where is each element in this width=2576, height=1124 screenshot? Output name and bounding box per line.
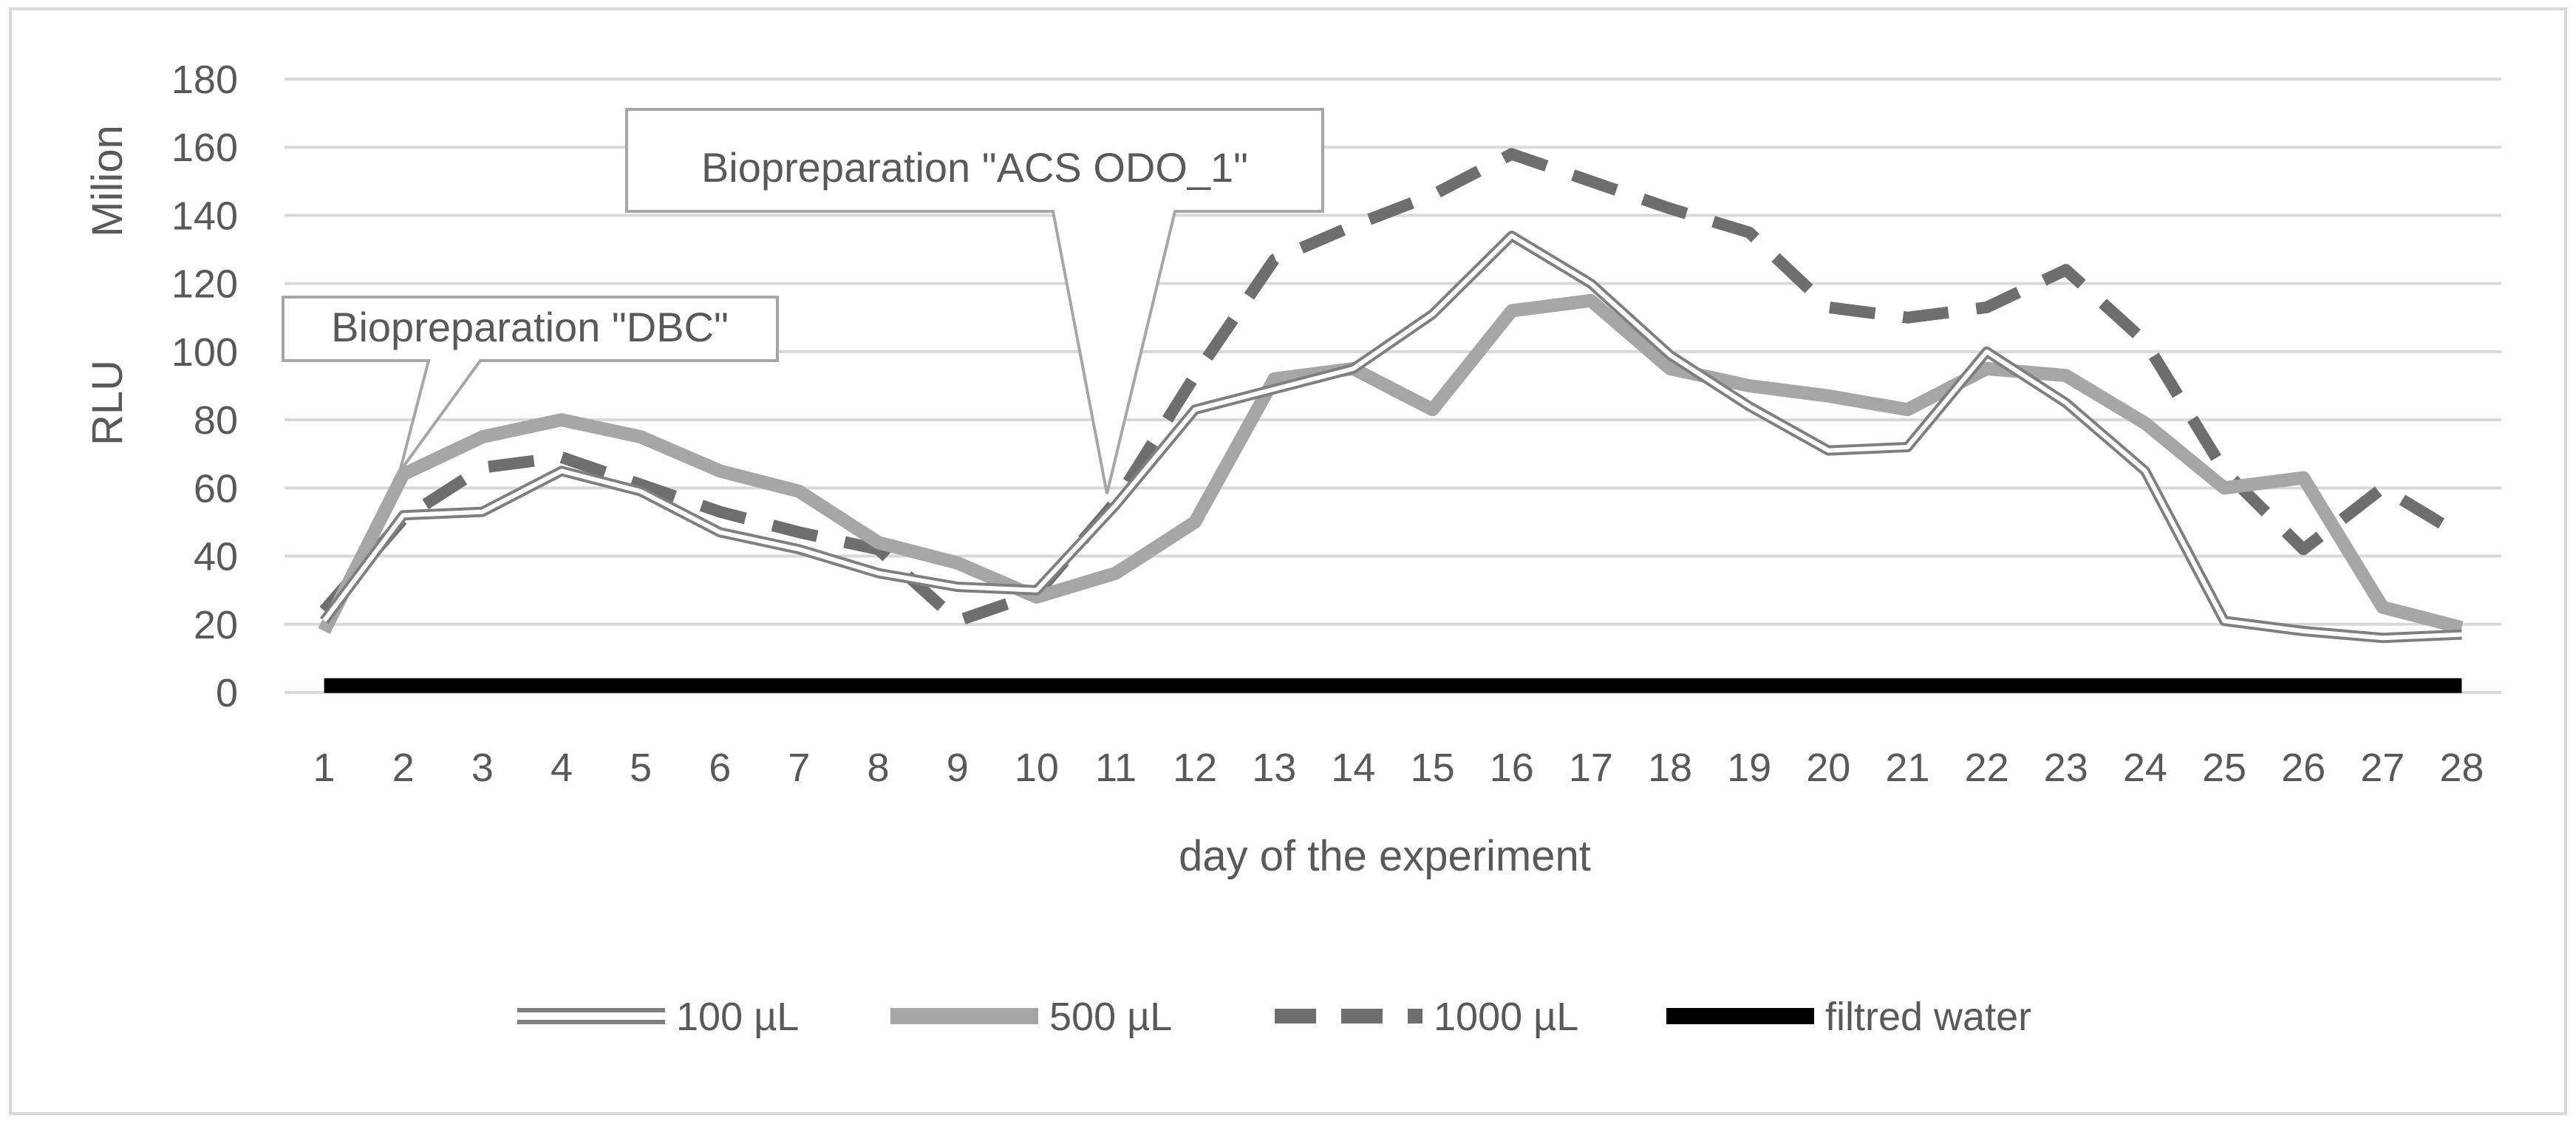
y-axis-unit-label: Milion bbox=[84, 125, 132, 237]
series-500-l-line bbox=[318, 293, 2464, 635]
x-tick-label: 6 bbox=[709, 746, 731, 790]
x-tick-label: 10 bbox=[1015, 746, 1059, 790]
callout-dbc-box bbox=[282, 296, 779, 473]
x-tick-label: 3 bbox=[471, 746, 494, 790]
y-tick-label: 60 bbox=[194, 466, 238, 511]
x-tick-label: 16 bbox=[1490, 746, 1534, 790]
callout-acs-odo-box bbox=[625, 108, 1324, 494]
x-tick-label: 15 bbox=[1411, 746, 1455, 790]
x-tick-label: 23 bbox=[2044, 746, 2088, 790]
callout-dbc: Biopreparation "DBC" bbox=[282, 296, 779, 473]
x-tick-label: 25 bbox=[2202, 746, 2246, 790]
x-tick-label: 12 bbox=[1173, 746, 1217, 790]
x-tick-label: 24 bbox=[2123, 746, 2167, 790]
x-axis-title: day of the experiment bbox=[1179, 832, 1591, 880]
x-tick-label: 11 bbox=[1095, 746, 1137, 790]
callout-acs-odo-text: Biopreparation "ACS ODO_1" bbox=[701, 144, 1248, 191]
legend-label-500ul: 500 µL bbox=[1049, 995, 1172, 1039]
series-1000-l-line bbox=[319, 148, 2465, 627]
x-tick-label: 26 bbox=[2281, 746, 2325, 790]
legend-item-500ul: 500 µL bbox=[890, 995, 1172, 1039]
y-axis-tick-labels: 0 20 40 60 80 100 120 140 160 180 bbox=[171, 58, 238, 715]
x-tick-label: 19 bbox=[1727, 746, 1771, 790]
x-tick-label: 8 bbox=[868, 746, 890, 790]
x-tick-label: 2 bbox=[392, 746, 415, 790]
x-tick-label: 7 bbox=[788, 746, 810, 790]
y-tick-label: 180 bbox=[171, 58, 238, 102]
x-tick-label: 17 bbox=[1569, 746, 1613, 790]
y-tick-label: 100 bbox=[171, 330, 238, 375]
legend: 100 µL 500 µL 1000 µL filtred water bbox=[517, 995, 2031, 1039]
legend-item-filtred-water: filtred water bbox=[1666, 995, 2031, 1039]
y-axis-title: RLU bbox=[84, 360, 132, 446]
x-tick-label: 13 bbox=[1252, 746, 1296, 790]
x-tick-label: 28 bbox=[2439, 746, 2484, 790]
x-tick-label: 9 bbox=[947, 746, 969, 790]
x-axis-tick-labels: 1 2 3 4 5 6 7 8 9 10 11 12 13 14 15 16 17 18 19 20 21 22 23 24 2… bbox=[313, 746, 2484, 790]
x-tick-label: 1 bbox=[313, 746, 335, 790]
x-tick-label: 4 bbox=[551, 746, 573, 790]
callout-dbc-text: Biopreparation "DBC" bbox=[331, 304, 729, 350]
legend-item-1000ul: 1000 µL bbox=[1275, 995, 1578, 1039]
x-tick-label: 14 bbox=[1331, 746, 1375, 790]
x-tick-label: 27 bbox=[2360, 746, 2405, 790]
x-tick-label: 22 bbox=[1965, 746, 2009, 790]
y-tick-label: 140 bbox=[171, 194, 238, 238]
callout-acs-odo: Biopreparation "ACS ODO_1" bbox=[625, 108, 1324, 494]
y-tick-label: 120 bbox=[171, 262, 238, 307]
y-tick-label: 40 bbox=[194, 535, 238, 579]
x-tick-label: 21 bbox=[1885, 746, 1929, 790]
y-tick-label: 0 bbox=[216, 671, 238, 715]
legend-item-100ul: 100 µL bbox=[517, 995, 799, 1039]
legend-label-100ul: 100 µL bbox=[676, 995, 799, 1039]
series-100-l-line-inner bbox=[322, 234, 2462, 641]
x-tick-label: 5 bbox=[630, 746, 652, 790]
x-tick-label: 18 bbox=[1648, 746, 1692, 790]
x-tick-label: 20 bbox=[1806, 746, 1850, 790]
series-lines bbox=[318, 148, 2465, 693]
y-tick-label: 160 bbox=[171, 126, 238, 170]
y-tick-label: 20 bbox=[194, 603, 238, 647]
y-tick-label: 80 bbox=[194, 398, 238, 443]
legend-label-filtred-water: filtred water bbox=[1825, 995, 2031, 1039]
legend-label-1000ul: 1000 µL bbox=[1434, 995, 1578, 1039]
